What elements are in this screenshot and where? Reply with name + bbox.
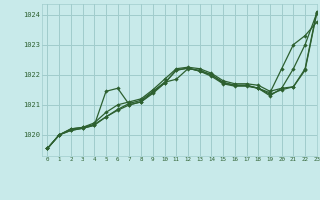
Text: Graphe pression niveau de la mer (hPa): Graphe pression niveau de la mer (hPa) [68,185,252,194]
